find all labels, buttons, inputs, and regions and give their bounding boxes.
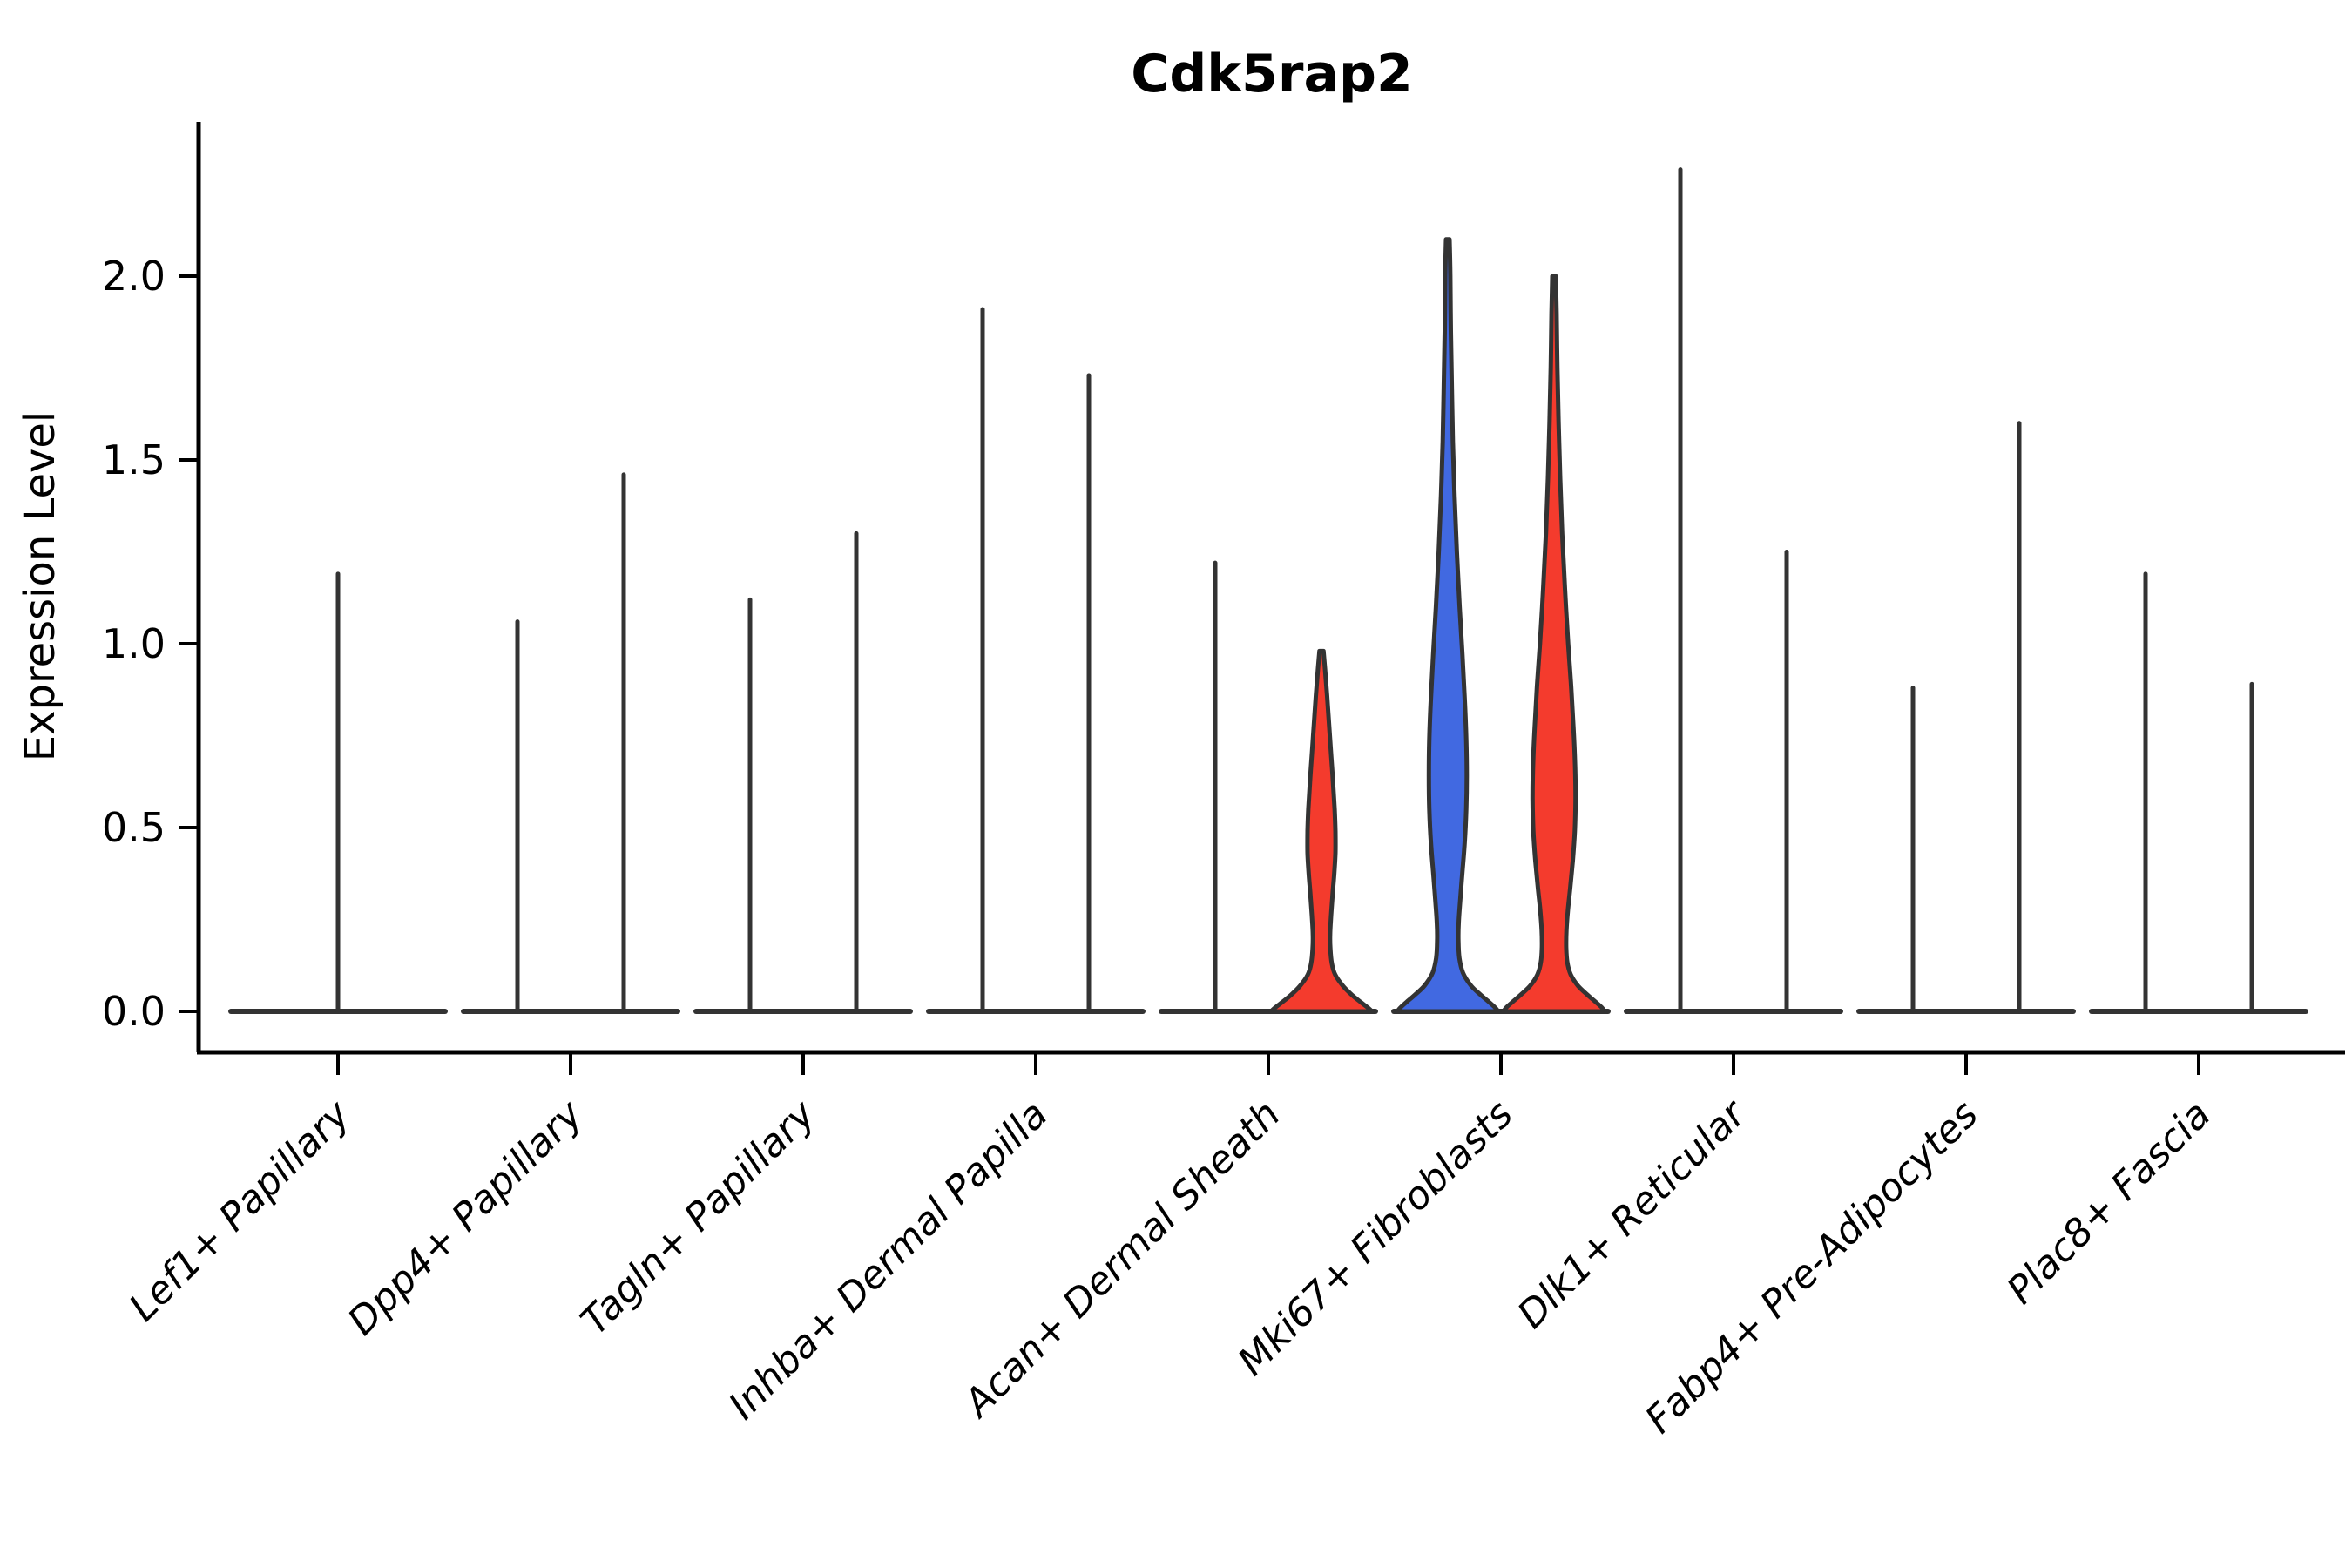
x-tick-label-3: Tagln+ Papillary — [572, 1092, 824, 1343]
x-tick-label-2: Dpp4+ Papillary — [340, 1092, 592, 1344]
chart-title: Cdk5rap2 — [1131, 44, 1412, 105]
violins-group — [335, 167, 2254, 1014]
x-tick-label-7: Dlk1+ Reticular — [1509, 1091, 1755, 1337]
violin-blue-6-left — [1395, 237, 1501, 1014]
x-tick-label-1: Lef1+ Papillary — [121, 1092, 360, 1330]
y-tick-label-0.5: 0.5 — [102, 804, 166, 851]
y-axis-label: Expression Level — [16, 411, 64, 762]
y-tick-label-1.5: 1.5 — [102, 436, 166, 483]
y-tick-label-0.0: 0.0 — [102, 988, 166, 1035]
y-tick-label-1.0: 1.0 — [102, 620, 166, 667]
violin-red-6-right — [1501, 274, 1607, 1014]
y-tick-label-2.0: 2.0 — [102, 253, 166, 300]
x-tick-label-9: Plac8+ Fascia — [1998, 1092, 2219, 1313]
violin-red-5-right — [1268, 648, 1375, 1014]
